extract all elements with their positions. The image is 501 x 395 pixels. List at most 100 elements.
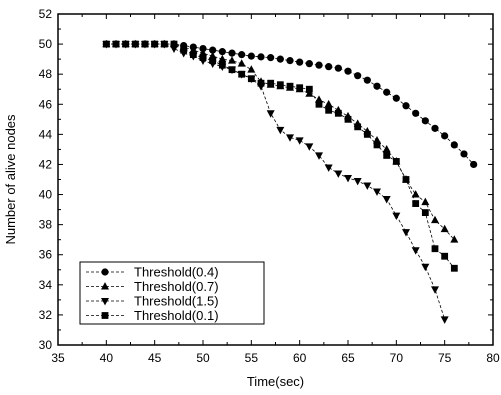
axis-ticks: 35 40 45 50 55 60 65 70 75 80 30 32 34 36 38 40 42 44 46 48… xyxy=(39,7,500,365)
data-point xyxy=(266,110,275,118)
data-point xyxy=(324,164,333,172)
y-tick-label-32: 32 xyxy=(39,308,53,322)
y-tick-label-34: 34 xyxy=(39,278,53,292)
legend-marker-0 xyxy=(101,268,109,276)
data-point xyxy=(199,45,207,53)
data-point xyxy=(344,115,352,123)
data-point xyxy=(218,48,226,56)
data-point xyxy=(402,229,410,237)
legend: Threshold(0.4)Threshold(0.7)Threshold(1.… xyxy=(79,261,265,325)
data-point xyxy=(170,40,178,48)
data-point xyxy=(247,75,255,83)
data-point xyxy=(431,286,439,294)
data-point xyxy=(431,245,439,253)
x-tick-label-50: 50 xyxy=(196,351,210,365)
data-point xyxy=(228,56,236,64)
data-point xyxy=(296,58,304,66)
legend-marker-3 xyxy=(101,312,109,319)
y-axis-title: Number of alive nodes xyxy=(3,114,18,245)
x-tick-label-40: 40 xyxy=(100,351,114,365)
legend-marker-1 xyxy=(101,282,109,290)
data-point xyxy=(325,106,333,114)
data-point xyxy=(325,63,333,71)
data-point xyxy=(141,40,149,48)
data-point xyxy=(344,67,352,75)
data-point xyxy=(209,57,217,65)
data-point xyxy=(412,109,420,117)
data-point xyxy=(238,70,246,78)
data-point xyxy=(315,61,323,69)
data-point xyxy=(450,264,458,272)
data-point xyxy=(228,66,236,74)
data-point xyxy=(411,247,420,255)
data-point xyxy=(180,46,188,54)
data-point xyxy=(276,55,284,63)
data-point xyxy=(402,102,410,110)
data-point xyxy=(131,40,139,48)
data-point xyxy=(450,235,459,243)
legend-label-0: Threshold(0.4) xyxy=(134,265,219,280)
data-point xyxy=(392,212,401,221)
data-point xyxy=(237,59,246,67)
data-point xyxy=(421,209,429,216)
data-point xyxy=(421,117,429,125)
data-point xyxy=(431,124,439,132)
y-tick-label-40: 40 xyxy=(39,188,53,202)
data-point xyxy=(354,72,362,80)
data-point xyxy=(373,141,381,149)
data-point xyxy=(286,82,294,90)
legend-label-3: Threshold(0.1) xyxy=(134,308,219,323)
x-tick-label-45: 45 xyxy=(148,351,162,365)
data-point xyxy=(228,49,236,57)
x-tick-label-35: 35 xyxy=(51,351,65,365)
data-point xyxy=(334,170,343,178)
legend-box xyxy=(79,261,265,325)
data-point xyxy=(383,152,391,159)
data-point xyxy=(305,85,313,93)
y-tick-label-36: 36 xyxy=(39,248,53,262)
data-point xyxy=(392,94,400,102)
x-tick-label-75: 75 xyxy=(438,351,452,365)
y-tick-label-30: 30 xyxy=(39,338,53,352)
data-point xyxy=(470,160,478,169)
x-tick-label-80: 80 xyxy=(486,351,500,365)
data-point xyxy=(305,60,313,68)
data-point xyxy=(354,123,362,131)
data-point xyxy=(373,82,381,90)
series-line-3 xyxy=(106,43,455,269)
y-tick-label-50: 50 xyxy=(39,37,53,51)
x-axis-title: Time(sec) xyxy=(247,374,304,389)
data-point xyxy=(199,54,207,62)
data-point xyxy=(383,88,391,96)
legend-label-1: Threshold(0.7) xyxy=(134,279,219,294)
data-point xyxy=(102,40,110,48)
data-point xyxy=(257,53,265,61)
series-line-1 xyxy=(106,43,455,240)
data-point xyxy=(315,100,323,108)
data-point xyxy=(411,190,420,198)
legend-label-2: Threshold(1.5) xyxy=(134,294,219,309)
data-point xyxy=(160,40,168,48)
data-point xyxy=(189,51,197,59)
data-point xyxy=(441,132,449,140)
y-tick-label-48: 48 xyxy=(39,67,53,81)
data-point xyxy=(276,81,284,89)
legend-marker-2 xyxy=(101,298,109,306)
y-tick-label-38: 38 xyxy=(39,218,53,232)
data-point xyxy=(267,54,275,62)
data-point xyxy=(334,64,342,72)
y-tick-label-44: 44 xyxy=(39,127,53,141)
data-point xyxy=(257,79,265,87)
data-point xyxy=(276,126,285,135)
data-point xyxy=(450,141,458,149)
data-point xyxy=(151,40,159,48)
data-point xyxy=(305,143,314,151)
data-point xyxy=(238,51,246,59)
data-point xyxy=(373,188,381,196)
data-point xyxy=(363,76,371,84)
data-point xyxy=(421,197,430,206)
data-point xyxy=(431,215,439,224)
data-point xyxy=(353,178,362,186)
data-point xyxy=(363,130,371,138)
data-point xyxy=(460,150,468,158)
